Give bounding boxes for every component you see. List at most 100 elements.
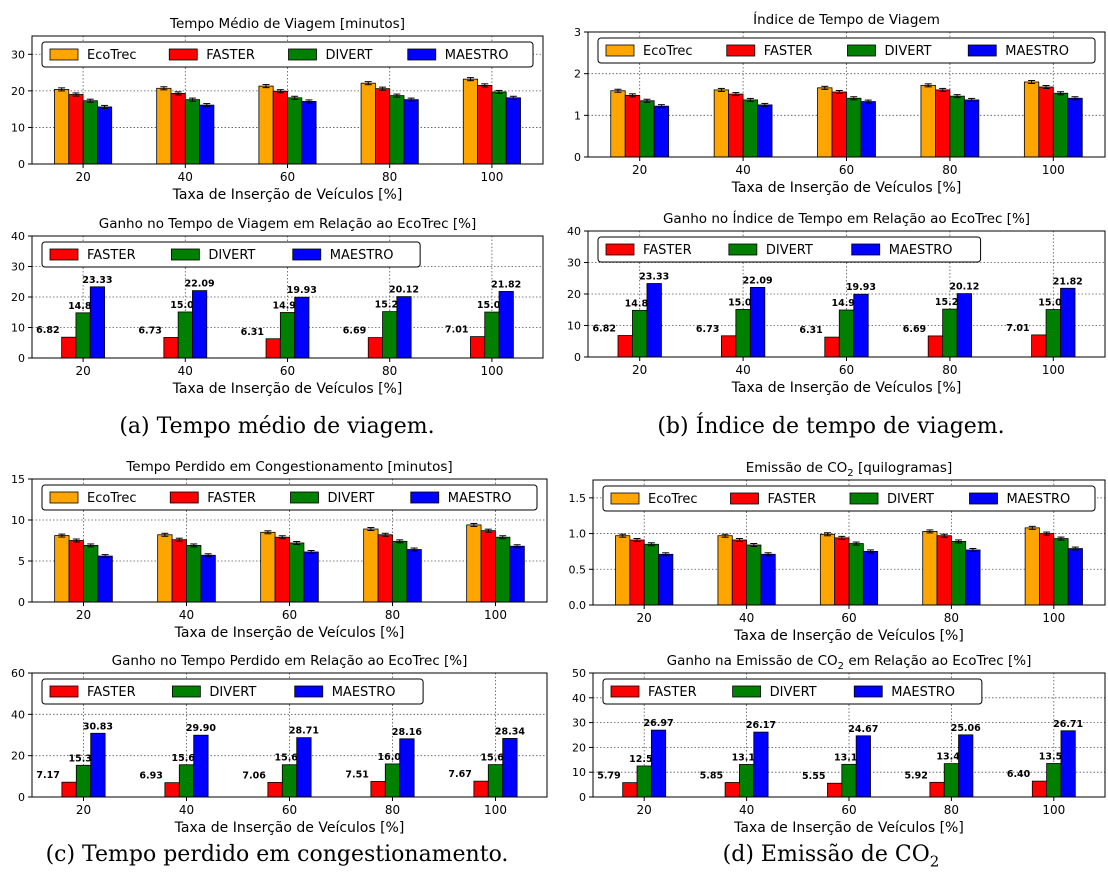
- axes-frame: [31, 235, 544, 359]
- data-label: 24.67: [848, 724, 878, 735]
- caption-c: (c) Tempo perdido em congestionamento.: [45, 842, 509, 867]
- legend-box: [597, 37, 1096, 64]
- legend-swatch-maestro: [410, 491, 440, 504]
- x-tick-label: 60: [282, 803, 297, 817]
- bar-faster: [170, 93, 186, 165]
- bar-ecotrec: [157, 534, 173, 603]
- x-tick-label: 40: [739, 803, 754, 817]
- bar-maestro: [498, 291, 514, 359]
- y-tick-label: 10: [11, 322, 25, 335]
- axes-frame: [592, 672, 1106, 798]
- x-tick-label: 40: [179, 803, 194, 817]
- bar-faster: [720, 335, 737, 358]
- legend-swatch-ecotrec: [49, 491, 79, 504]
- bar-maestro: [200, 554, 216, 603]
- x-tick-label: 80: [942, 163, 957, 177]
- legend-label: MAESTRO: [448, 491, 512, 506]
- legend-swatch-faster: [605, 243, 635, 256]
- x-axis-label: Taxa de Inserção de Veículos [%]: [172, 187, 403, 203]
- bar-maestro: [294, 296, 310, 359]
- legend-label: EcoTrec: [87, 491, 137, 506]
- legend-swatch-faster: [726, 44, 756, 57]
- legend-swatch-divert: [170, 248, 200, 261]
- title-suffix: [quilogramas]: [854, 460, 953, 476]
- bar-divert: [1052, 92, 1069, 158]
- bar-ecotrec: [922, 531, 938, 606]
- bar-faster: [724, 782, 740, 798]
- bar-maestro: [653, 105, 670, 158]
- bar-divert: [495, 536, 511, 603]
- bar-maestro: [403, 99, 419, 165]
- data-label: 15.20: [375, 300, 405, 311]
- bar-divert: [392, 540, 408, 603]
- data-label: 22.09: [743, 275, 773, 286]
- caption-a: (a) Tempo médio de viagem.: [119, 414, 435, 439]
- data-label: 14.81: [625, 298, 655, 309]
- bar-maestro: [509, 545, 525, 603]
- data-label: 22.09: [185, 279, 215, 290]
- y-tick-label: 50: [572, 667, 586, 680]
- data-label: 15.20: [935, 297, 965, 308]
- bar-ecotrec: [819, 533, 836, 606]
- data-label: 19.93: [846, 282, 876, 293]
- title-subscript: 2: [847, 468, 853, 479]
- bar-divert: [848, 543, 864, 606]
- legend-label: FASTER: [207, 491, 256, 506]
- data-label: 28.71: [289, 726, 319, 737]
- bar-maestro: [757, 104, 773, 158]
- y-tick-label: 0: [18, 596, 25, 609]
- chart-title: Ganho no Tempo de Viagem em Relação ao E…: [99, 216, 477, 232]
- legend-swatch-maestro: [967, 44, 997, 57]
- legend-label: MAESTRO: [330, 248, 394, 263]
- bar-faster: [171, 539, 187, 603]
- bar-ecotrec: [717, 535, 733, 606]
- legend-swatch-divert: [171, 685, 201, 698]
- bar-maestro: [303, 551, 319, 603]
- bar-maestro: [860, 101, 876, 158]
- legend-label: MAESTRO: [891, 685, 955, 700]
- chart-title: Emissão de CO2 [quilogramas]: [746, 460, 952, 479]
- bar-divert: [739, 764, 755, 798]
- axes-frame: [31, 478, 548, 603]
- data-label: 6.40: [1007, 769, 1031, 780]
- title-suffix: em Relação ao EcoTrec [%]: [844, 653, 1031, 669]
- x-tick-label: 20: [75, 170, 90, 184]
- legend-label: EcoTrec: [87, 48, 137, 63]
- x-tick-label: 100: [1042, 363, 1065, 377]
- legend-label: MAESTRO: [1005, 44, 1069, 59]
- x-tick-label: 60: [280, 364, 295, 378]
- legend-swatch-faster: [49, 248, 79, 261]
- bar-ecotrec: [615, 535, 631, 606]
- y-tick-label: 20: [11, 750, 25, 763]
- bar-divert: [75, 764, 92, 798]
- x-axis-label: Taxa de Inserção de Veículos [%]: [174, 625, 405, 641]
- x-tick-label: 60: [839, 163, 854, 177]
- data-label: 23.33: [82, 275, 112, 286]
- legend-label: FASTER: [648, 685, 697, 700]
- y-tick-label: 1.5: [569, 492, 587, 505]
- y-tick-label: 0: [18, 158, 25, 171]
- x-tick-label: 20: [76, 803, 91, 817]
- legend-swatch-ecotrec: [610, 492, 640, 505]
- bar-faster: [831, 91, 847, 158]
- bar-maestro: [646, 283, 662, 358]
- bar-maestro: [505, 97, 521, 165]
- bar-maestro: [97, 555, 113, 603]
- y-tick-label: 40: [11, 708, 25, 721]
- axes-frame: [31, 35, 544, 165]
- bar-divert: [82, 100, 98, 165]
- bar-faster: [624, 94, 641, 158]
- data-label: 7.51: [345, 769, 368, 780]
- data-label: 15.60: [171, 753, 201, 764]
- bar-divert: [487, 764, 504, 798]
- bar-divert: [942, 308, 958, 358]
- bar-faster: [272, 90, 288, 165]
- legend-label: DIVERT: [208, 248, 255, 263]
- x-axis-label: Taxa de Inserção de Veículos [%]: [733, 820, 964, 836]
- bar-maestro: [862, 551, 879, 606]
- bar-faster: [470, 336, 486, 359]
- data-label: 30.83: [83, 721, 113, 732]
- x-tick-label: 100: [1042, 611, 1065, 625]
- bar-maestro: [749, 287, 766, 358]
